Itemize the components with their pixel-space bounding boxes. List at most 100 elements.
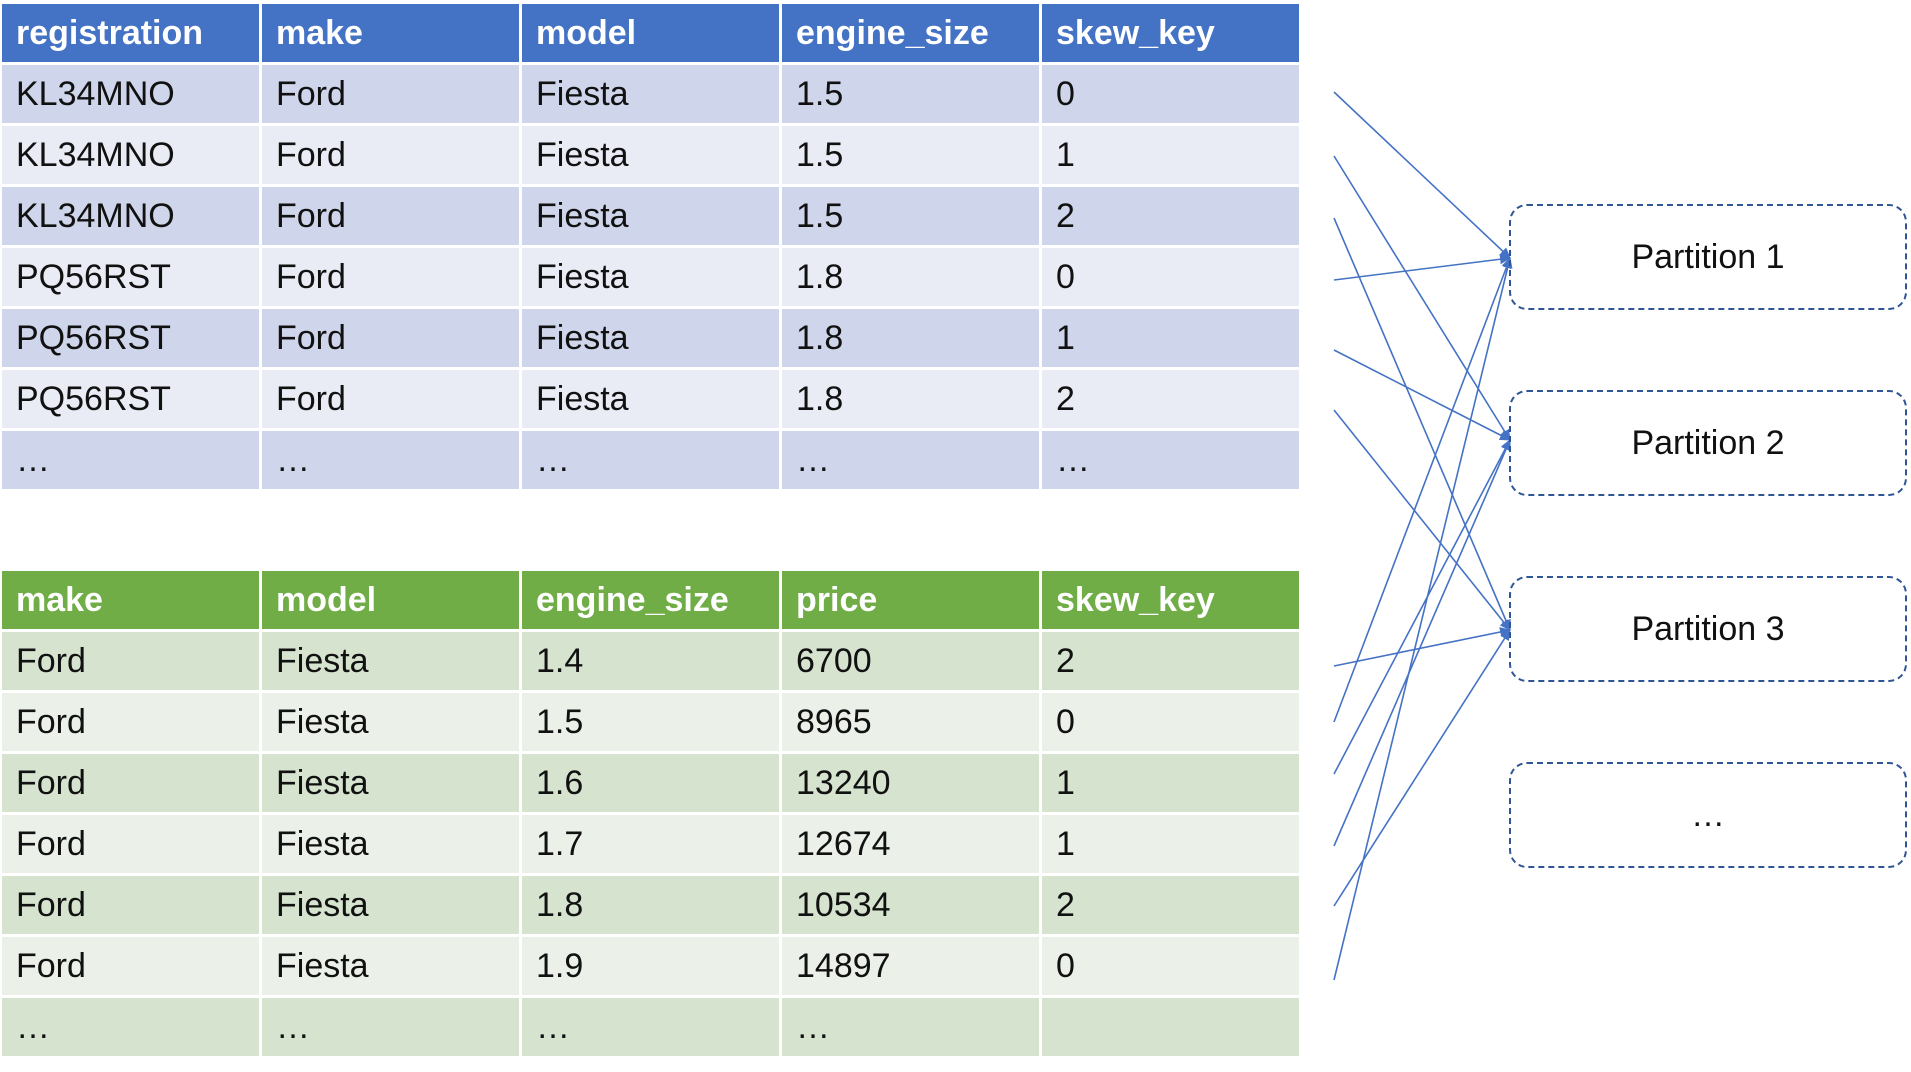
table-cell: 1.4 [522, 632, 779, 690]
arrow [1333, 439, 1511, 775]
table-cell: Fiesta [522, 248, 779, 306]
partition-box: Partition 1 [1509, 204, 1907, 310]
column-header: make [2, 571, 259, 629]
arrow [1333, 439, 1511, 847]
table-row: Ford Fiesta 1.4 6700 2 [2, 632, 1299, 690]
table-cell: 6700 [782, 632, 1039, 690]
table-cell: 1 [1042, 815, 1299, 873]
column-header: model [262, 571, 519, 629]
table-cell: Fiesta [262, 632, 519, 690]
table-row: Ford Fiesta 1.5 8965 0 [2, 693, 1299, 751]
table-cell: Fiesta [262, 754, 519, 812]
table-cell: KL34MNO [2, 187, 259, 245]
table-cell: PQ56RST [2, 370, 259, 428]
table-cell: 1 [1042, 309, 1299, 367]
table-cell: … [262, 998, 519, 1056]
partition-label: … [1691, 795, 1725, 834]
table-cell: 8965 [782, 693, 1039, 751]
table-cell: Ford [2, 876, 259, 934]
column-header: engine_size [782, 4, 1039, 62]
partition-box: Partition 3 [1509, 576, 1907, 682]
table-cell: … [1042, 431, 1299, 489]
table-cell: Fiesta [522, 370, 779, 428]
table-cell: … [782, 998, 1039, 1056]
table-cell: 1.5 [782, 187, 1039, 245]
table-cell: 2 [1042, 370, 1299, 428]
table-cell: … [2, 998, 259, 1056]
table-row: Ford Fiesta 1.8 10534 2 [2, 876, 1299, 934]
table-cell: Fiesta [262, 815, 519, 873]
column-header: skew_key [1042, 4, 1299, 62]
arrow [1333, 155, 1511, 441]
arrow [1333, 254, 1511, 281]
table-row: Ford Fiesta 1.6 13240 1 [2, 754, 1299, 812]
column-header: make [262, 4, 519, 62]
table-cell: Ford [2, 754, 259, 812]
table-cell: Ford [2, 693, 259, 751]
table-cell: Ford [262, 126, 519, 184]
table-cell: 2 [1042, 876, 1299, 934]
table-cell: Ford [262, 370, 519, 428]
table-row: PQ56RST Ford Fiesta 1.8 2 [2, 370, 1299, 428]
column-header: engine_size [522, 571, 779, 629]
table-cell: 0 [1042, 693, 1299, 751]
cars-table: registration make model engine_size skew… [0, 1, 1302, 492]
partition-label: Partition 1 [1631, 237, 1785, 276]
table-cell: Fiesta [522, 187, 779, 245]
table-cell: 1.6 [522, 754, 779, 812]
table-cell: … [262, 431, 519, 489]
table-cell: 10534 [782, 876, 1039, 934]
table-cell: 12674 [782, 815, 1039, 873]
table-cell: 1.7 [522, 815, 779, 873]
table-cell: 1.8 [522, 876, 779, 934]
table-cell: Fiesta [522, 65, 779, 123]
column-header: price [782, 571, 1039, 629]
table-cell: 0 [1042, 65, 1299, 123]
table-cell: Fiesta [262, 937, 519, 995]
arrow [1333, 91, 1511, 259]
table-row: Ford Fiesta 1.7 12674 1 [2, 815, 1299, 873]
table-header-row: make model engine_size price skew_key [2, 571, 1299, 629]
table-cell: 1 [1042, 754, 1299, 812]
table-row: … … … … [2, 998, 1299, 1056]
arrow [1333, 257, 1513, 981]
table-cell: 1.8 [782, 248, 1039, 306]
table-row: … … … … … [2, 431, 1299, 489]
table-cell: Fiesta [522, 309, 779, 367]
table-cell: 14897 [782, 937, 1039, 995]
table-row: PQ56RST Ford Fiesta 1.8 1 [2, 309, 1299, 367]
table-cell: 1.8 [782, 370, 1039, 428]
table-cell: 0 [1042, 937, 1299, 995]
partition-label: Partition 3 [1631, 609, 1785, 648]
table-cell: PQ56RST [2, 248, 259, 306]
partition-box: Partition 2 [1509, 390, 1907, 496]
table-cell: … [782, 431, 1039, 489]
table-cell: … [2, 431, 259, 489]
table-row: PQ56RST Ford Fiesta 1.8 0 [2, 248, 1299, 306]
table-cell: Fiesta [262, 693, 519, 751]
table-cell [1042, 998, 1299, 1056]
table-cell: 2 [1042, 187, 1299, 245]
prices-table: make model engine_size price skew_key Fo… [0, 568, 1302, 1059]
table-cell: Ford [2, 632, 259, 690]
column-header: registration [2, 4, 259, 62]
column-header: model [522, 4, 779, 62]
table-cell: … [522, 431, 779, 489]
partition-label: Partition 2 [1631, 423, 1785, 462]
arrow [1333, 217, 1511, 631]
table-cell: Ford [2, 937, 259, 995]
table-cell: 0 [1042, 248, 1299, 306]
arrow [1333, 409, 1511, 631]
table-row: KL34MNO Ford Fiesta 1.5 2 [2, 187, 1299, 245]
partition-box: … [1509, 762, 1907, 868]
table-cell: 1.8 [782, 309, 1039, 367]
column-header: skew_key [1042, 571, 1299, 629]
arrow [1333, 257, 1512, 723]
table-cell: Ford [2, 815, 259, 873]
table-cell: Fiesta [262, 876, 519, 934]
table-cell: 1 [1042, 126, 1299, 184]
table-cell: Fiesta [522, 126, 779, 184]
table-row: KL34MNO Ford Fiesta 1.5 1 [2, 126, 1299, 184]
table-cell: … [522, 998, 779, 1056]
